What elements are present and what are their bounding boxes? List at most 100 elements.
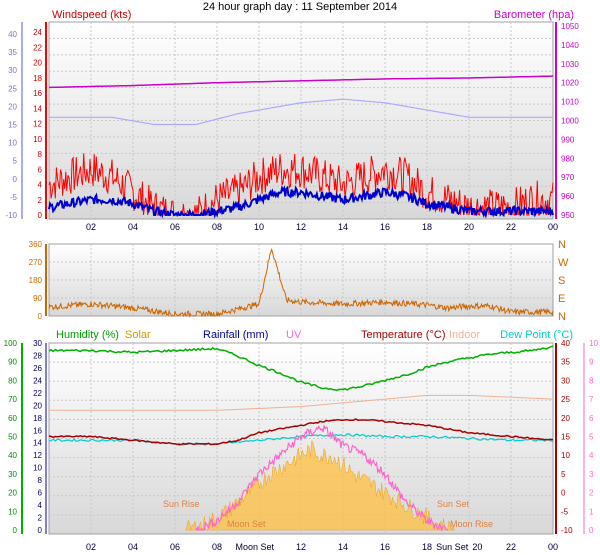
bottom-hour-tick-label: 12 — [296, 542, 306, 552]
annotation-moon-set: Moon Set — [227, 519, 266, 529]
rainfall-tick-label: 14 — [33, 439, 42, 448]
humidity-panel-legend: Humidity (%) Solar Rainfall (mm) UV Temp… — [56, 329, 573, 341]
rainfall-tick-label: 22 — [33, 389, 42, 398]
uv-tick-label: 7 — [589, 395, 594, 404]
uv-tick-label: 8 — [589, 376, 594, 385]
barometer-tick-label: 960 — [561, 192, 575, 201]
humidity-tick-label: 30 — [8, 470, 17, 479]
windspeed-tick-label: 14 — [33, 104, 42, 113]
temperature-tick-label: 40 — [561, 339, 570, 348]
temperature-line — [48, 418, 554, 446]
direction-tick-label: 90 — [33, 294, 42, 303]
direction-tick-label: 360 — [29, 240, 43, 249]
outer-temp-tick-label: 5 — [13, 157, 18, 166]
barometer-tick-label: 990 — [561, 135, 575, 144]
hour-tick-label: 16 — [380, 222, 390, 232]
uv-tick-label: 0 — [589, 526, 594, 535]
windspeed-tick-label: 12 — [33, 120, 42, 129]
sun-moon-annotations: Sun Rise Moon Set Sun Set Moon Rise — [163, 499, 493, 529]
annotation-sun-rise: Sun Rise — [163, 499, 200, 509]
uv-index-line — [195, 425, 448, 532]
windspeed-tick-label: 24 — [33, 28, 42, 37]
humidity-tick-label: 40 — [8, 451, 17, 460]
rainfall-tick-label: 0 — [38, 526, 43, 535]
direction-tick-label: 0 — [38, 312, 43, 321]
uv-tick-label: 4 — [589, 451, 594, 460]
annotation-sun-set: Sun Set — [437, 499, 470, 509]
temperature-tick-label: 20 — [561, 414, 570, 423]
windspeed-axis-label: Windspeed (kts) — [52, 9, 131, 21]
barometer-tick-label: 980 — [561, 154, 575, 163]
barometer-tick-label: 950 — [561, 211, 575, 220]
humidity-line — [48, 345, 554, 392]
temperature-tick-label: 15 — [561, 433, 570, 442]
uv-tick-label: 2 — [589, 489, 594, 498]
uv-tick-label: 6 — [589, 414, 594, 423]
barometer-tick-label: 1000 — [561, 117, 579, 126]
windspeed-gust-line — [48, 153, 554, 216]
barometer-tick-label: 970 — [561, 173, 575, 182]
bottom-hour-tick-label: 22 — [506, 542, 516, 552]
rainfall-tick-label: 30 — [33, 339, 42, 348]
windspeed-tick-label: 6 — [38, 165, 43, 174]
hour-tick-label: 04 — [128, 222, 138, 232]
legend-temperature: Temperature (°C) — [361, 329, 445, 341]
bottom-hour-tick-label: 08 — [212, 542, 222, 552]
outer-temp-tick-label: 0 — [13, 175, 18, 184]
uv-tick-label: 9 — [589, 358, 594, 367]
windspeed-tick-label: 22 — [33, 43, 42, 52]
chart-title: 24 hour graph day : 11 September 2014 — [203, 1, 397, 13]
temperature-tick-label: 30 — [561, 376, 570, 385]
compass-tick-label: W — [558, 257, 569, 269]
rainfall-tick-label: 24 — [33, 376, 42, 385]
hour-tick-label: 22 — [506, 222, 516, 232]
temperature-tick-label: 10 — [561, 451, 570, 460]
legend-dewpoint: Dew Point (°C) — [500, 329, 573, 341]
rainfall-tick-label: 28 — [33, 351, 42, 360]
barometer-tick-label: 1020 — [561, 79, 579, 88]
direction-tick-label: 270 — [29, 258, 43, 267]
bottom-hour-tick-label: 06 — [170, 542, 180, 552]
series-layer — [48, 75, 554, 532]
windspeed-avg-line — [48, 185, 554, 219]
temperature-line-top — [49, 98, 553, 126]
hour-tick-label: 06 — [170, 222, 180, 232]
outer-temp-tick-label: -5 — [10, 193, 18, 202]
annotation-moon-rise: Moon Rise — [450, 519, 493, 529]
outer-temp-tick-label: -10 — [5, 211, 17, 220]
compass-tick-label: E — [558, 293, 565, 305]
humidity-tick-label: 50 — [8, 433, 17, 442]
uv-tick-label: 10 — [589, 339, 598, 348]
uv-tick-label: 1 — [589, 507, 594, 516]
rainfall-tick-label: 26 — [33, 364, 42, 373]
temperature-tick-label: -5 — [561, 507, 569, 516]
bottom-hour-tick-label: Sun Set — [436, 542, 469, 552]
bottom-hour-tick-label: 14 — [338, 542, 348, 552]
hour-tick-label: 00 — [548, 222, 558, 232]
temperature-tick-label: 5 — [561, 470, 566, 479]
rainfall-tick-label: 2 — [38, 514, 43, 523]
barometer-tick-label: 1030 — [561, 60, 579, 69]
windspeed-tick-label: 18 — [33, 74, 42, 83]
hour-tick-label: 08 — [212, 222, 222, 232]
rainfall-tick-label: 4 — [38, 501, 43, 510]
temperature-tick-label: -10 — [561, 526, 573, 535]
humidity-tick-label: 100 — [4, 339, 18, 348]
legend-rainfall: Rainfall (mm) — [203, 329, 268, 341]
outer-temp-tick-label: 30 — [8, 66, 17, 75]
hour-tick-label: 18 — [422, 222, 432, 232]
bottom-hour-tick-label: 20 — [472, 542, 482, 552]
rainfall-tick-label: 10 — [33, 464, 42, 473]
windspeed-tick-label: 16 — [33, 89, 42, 98]
outer-temp-tick-label: 25 — [8, 84, 17, 93]
rainfall-tick-label: 8 — [38, 476, 43, 485]
legend-indoor: Indoor — [449, 329, 481, 341]
temperature-tick-label: 35 — [561, 358, 570, 367]
rainfall-tick-label: 6 — [38, 489, 43, 498]
rainfall-tick-label: 18 — [33, 414, 42, 423]
windspeed-tick-label: 2 — [38, 196, 43, 205]
humidity-tick-label: 80 — [8, 376, 17, 385]
bottom-hour-tick-label: 16 — [380, 542, 390, 552]
hour-tick-label: 10 — [254, 222, 264, 232]
